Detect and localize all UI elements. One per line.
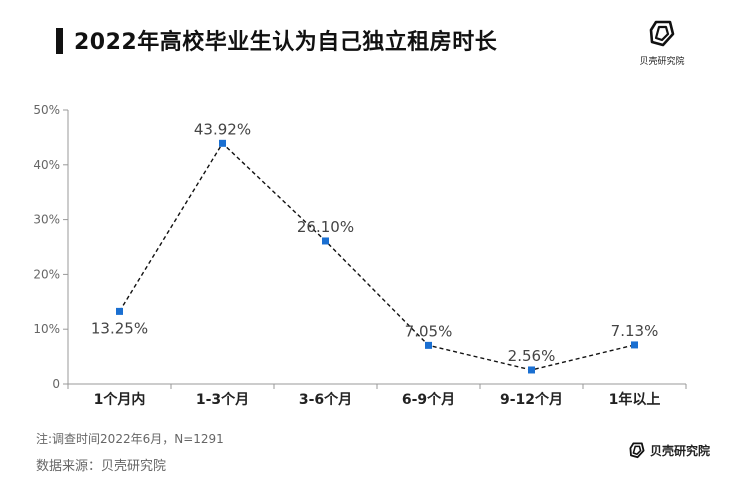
title-accent-bar	[56, 28, 63, 54]
data-point	[116, 307, 123, 315]
series-line	[118, 142, 635, 371]
chart-title: 2022年高校毕业生认为自己独立租房时长	[74, 30, 498, 55]
data-label: 2.56%	[508, 347, 556, 365]
x-tick-label: 6-9个月	[402, 391, 455, 408]
data-point	[631, 341, 638, 349]
data-label: 7.13%	[611, 322, 659, 340]
brand-logo-top: 贝壳研究院	[636, 18, 688, 67]
y-tick-label: 10%	[33, 322, 60, 336]
shell-logo-icon	[649, 20, 675, 47]
brand-name-top: 贝壳研究院	[639, 57, 685, 67]
data-label: 26.10%	[297, 218, 354, 236]
y-tick-label: 20%	[33, 267, 60, 281]
y-tick-label: 40%	[33, 158, 60, 172]
x-tick-label: 1-3个月	[196, 391, 249, 408]
brand-logo-bottom: 贝壳研究院	[628, 441, 710, 459]
data-source: 数据来源：贝壳研究院	[36, 459, 167, 474]
data-label: 13.25%	[91, 319, 148, 337]
data-point	[528, 366, 535, 374]
x-tick-label: 1个月内	[94, 391, 146, 408]
data-point	[425, 341, 432, 349]
data-label: 7.05%	[405, 322, 453, 340]
y-tick-label: 30%	[33, 213, 60, 227]
y-tick-label: 0	[52, 377, 60, 391]
x-tick-label: 9-12个月	[500, 391, 563, 408]
brand-name-bottom: 贝壳研究院	[650, 443, 711, 458]
survey-note: 注:调查时间2022年6月，N=1291	[36, 432, 224, 446]
x-tick-label: 1年以上	[609, 391, 661, 408]
y-tick-label: 50%	[33, 103, 60, 117]
data-label: 43.92%	[194, 120, 251, 138]
shell-logo-small-icon	[629, 442, 645, 459]
data-point	[322, 237, 329, 245]
data-point	[219, 139, 226, 147]
x-tick-label: 3-6个月	[299, 391, 352, 408]
